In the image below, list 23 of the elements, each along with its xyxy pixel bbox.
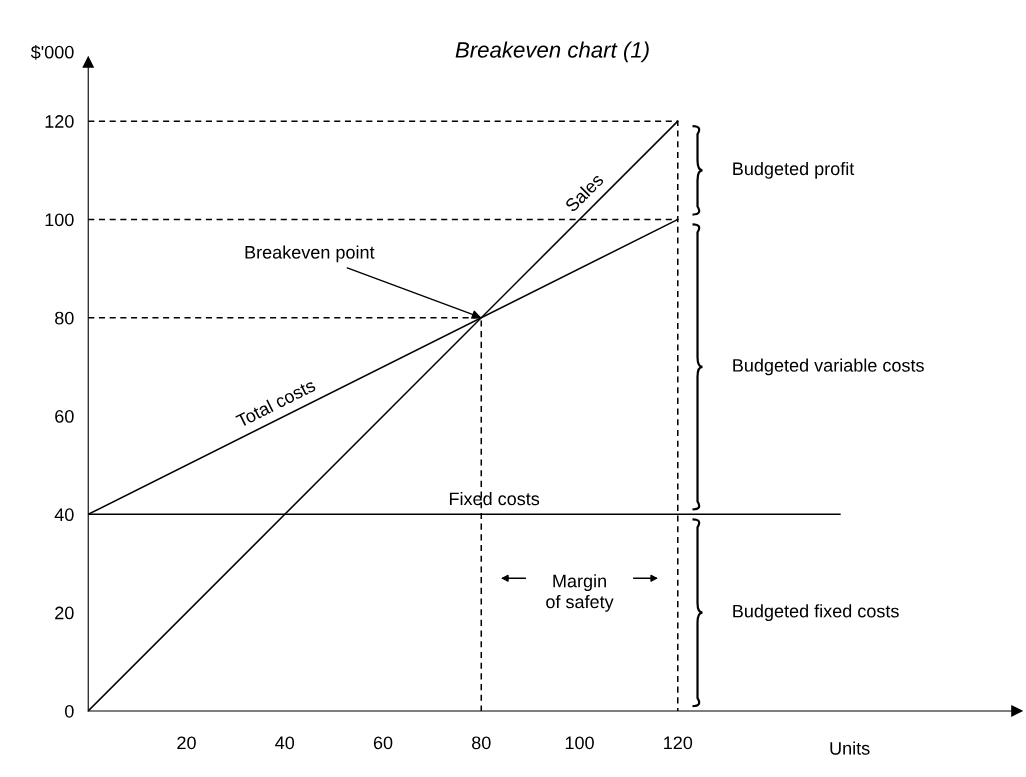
x-tick-label: 40 — [275, 736, 295, 750]
annotation: Budgeted profit — [733, 161, 855, 179]
y-tick-label: 20 — [55, 606, 74, 620]
x-tick-label: 20 — [177, 736, 196, 750]
y-tick-label: 80 — [55, 311, 74, 325]
x-axis-title: Units — [830, 741, 870, 755]
y-tick-label: 40 — [54, 508, 74, 522]
annotation: Margin of safety — [546, 574, 614, 612]
y-axis-title: $'000 — [30, 45, 74, 60]
annotation: Budgeted fixed costs — [733, 604, 899, 622]
chart-title: Breakeven chart (1) — [455, 41, 649, 63]
x-tick-label: 60 — [373, 736, 393, 750]
text: Total costs — [235, 378, 317, 428]
y-tick-label: 60 — [55, 409, 74, 423]
annotation: Budgeted variable costs — [733, 358, 924, 376]
y-tick-label: 120 — [45, 115, 74, 128]
y-tick-label: 100 — [45, 213, 74, 227]
x-tick-label: 80 — [472, 736, 491, 750]
annotation: Breakeven point — [245, 245, 375, 263]
y-tick-label: 0 — [65, 704, 74, 718]
x-tick-label: 100 — [565, 736, 594, 750]
series-label: Fixed costs — [449, 491, 540, 506]
x-tick-label: 120 — [664, 736, 693, 750]
